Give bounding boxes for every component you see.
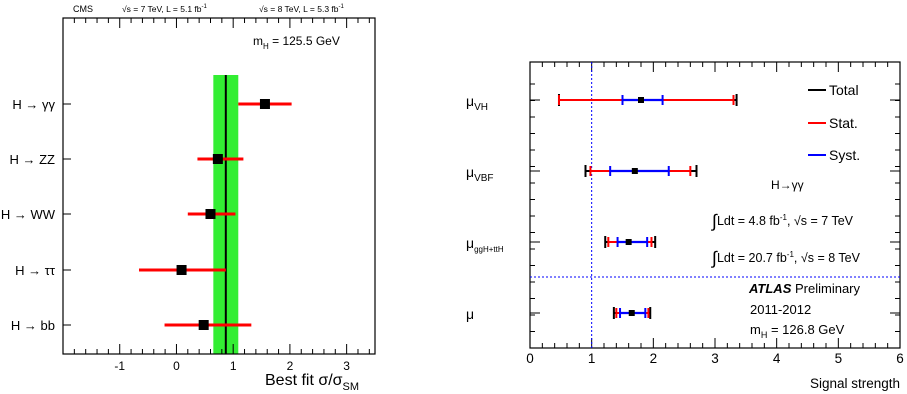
x-axis-title: Signal strength bbox=[810, 376, 900, 391]
best-fit-marker bbox=[625, 239, 632, 245]
mass-label: mH = 125.5 GeV bbox=[253, 34, 340, 51]
channel-label: H → bb bbox=[11, 318, 55, 333]
plot-frame bbox=[529, 61, 901, 349]
channel-label: H → γγ bbox=[12, 97, 55, 112]
x-tick-label: 1 bbox=[230, 359, 237, 373]
x-tick-label: 2 bbox=[287, 359, 294, 373]
x-tick-label: 2 bbox=[650, 351, 658, 366]
lumi-7tev-label: ∫Ldt = 4.8 fb-1, √s = 7 TeV bbox=[710, 211, 854, 231]
x-axis-title: Best fit σ/σSM bbox=[265, 372, 359, 393]
category-label: μVH bbox=[466, 93, 488, 113]
legend-total-label: Total bbox=[829, 82, 859, 98]
atlas-signal-strength-chart: 0 1 2 3 4 5 6 μVH μVBF μggH+ttH μ Total Stat. Sys… bbox=[466, 61, 904, 391]
x-tick-label: 3 bbox=[343, 359, 350, 373]
channel-best-fit-marker bbox=[205, 209, 216, 219]
cms-channel-chart: -1 0 1 2 3 H → γγ H → ZZ H → WW H → ττ H → bb CM… bbox=[1, 4, 376, 393]
x-tick-label: 1 bbox=[588, 351, 596, 366]
mass-label: mH = 126.8 GeV bbox=[750, 322, 845, 340]
legend: Total Stat. Syst. bbox=[808, 82, 860, 163]
channel-best-fit-marker bbox=[198, 320, 209, 330]
channel-best-fit-marker bbox=[212, 154, 223, 164]
energy-8tev-label: √s = 8 TeV, L = 5.3 fb-1 bbox=[259, 4, 344, 14]
channel-label: H → ττ bbox=[15, 263, 56, 278]
best-fit-marker bbox=[628, 310, 635, 316]
category-label: μ bbox=[466, 306, 474, 322]
years-label: 2011-2012 bbox=[750, 302, 811, 317]
x-tick-label: 4 bbox=[773, 351, 781, 366]
x-tick-label: 0 bbox=[526, 351, 534, 366]
best-fit-marker bbox=[631, 168, 638, 174]
x-tick-label: 5 bbox=[835, 351, 843, 366]
x-tick-label: 0 bbox=[173, 359, 180, 373]
lumi-8tev-label: ∫Ldt = 20.7 fb-1, √s = 8 TeV bbox=[710, 248, 861, 268]
channel-label: H → WW bbox=[1, 207, 56, 222]
channel-label: H → ZZ bbox=[10, 152, 56, 167]
process-label: H→γγ bbox=[771, 178, 804, 192]
x-tick-label: 6 bbox=[896, 351, 904, 366]
experiment-label: CMS bbox=[73, 4, 93, 14]
legend-syst-label: Syst. bbox=[829, 147, 860, 163]
best-fit-marker bbox=[638, 97, 644, 103]
channel-best-fit-marker bbox=[259, 99, 270, 109]
category-label: μggH+ttH bbox=[466, 235, 504, 254]
legend-stat-label: Stat. bbox=[829, 115, 858, 131]
channel-best-fit-marker bbox=[176, 265, 187, 275]
x-tick-label: -1 bbox=[114, 359, 125, 373]
atlas-label: ATLAS Preliminary bbox=[748, 281, 860, 296]
category-label: μVBF bbox=[466, 164, 494, 184]
x-tick-label: 3 bbox=[711, 351, 719, 366]
plot-frame bbox=[62, 17, 376, 355]
energy-7tev-label: √s = 7 TeV, L = 5.1 fb-1 bbox=[122, 4, 207, 14]
